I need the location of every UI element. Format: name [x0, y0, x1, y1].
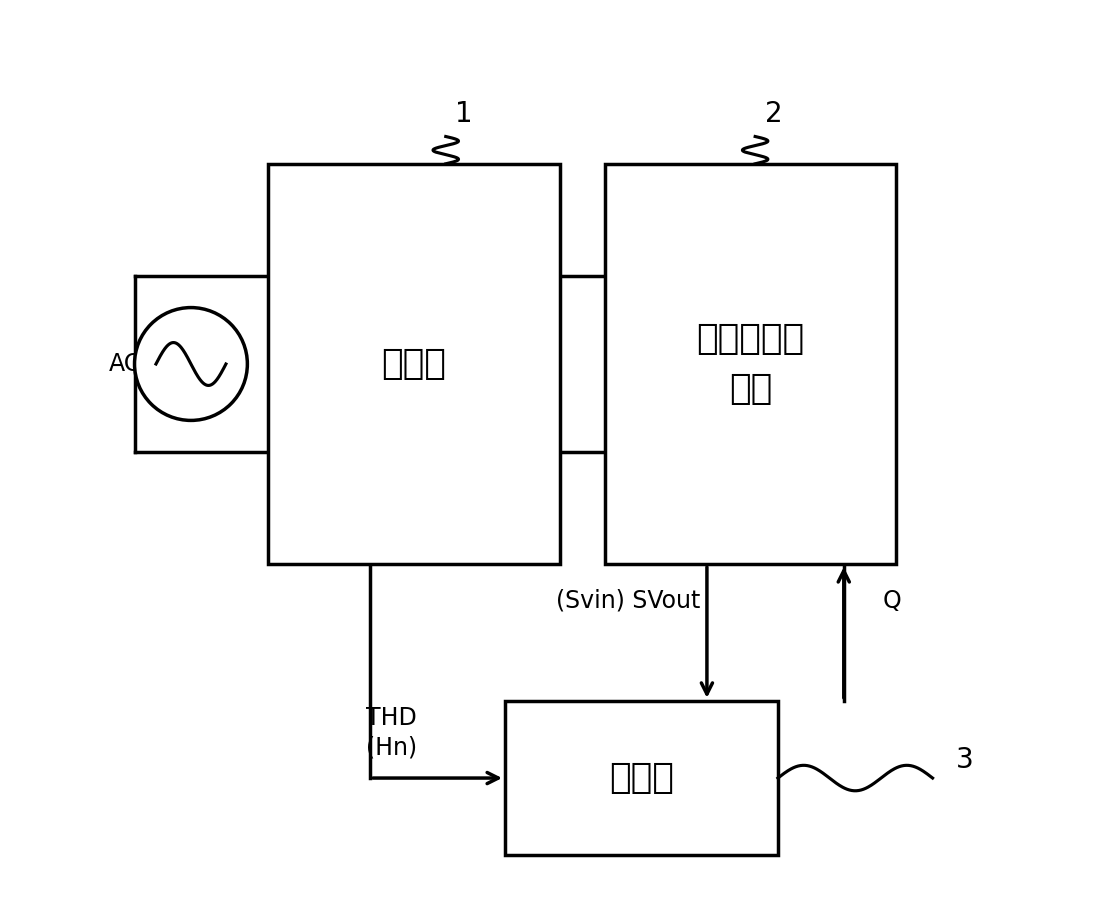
Bar [505, 701, 778, 855]
Text: THD
(Hn): THD (Hn) [366, 705, 416, 760]
Bar [605, 164, 896, 564]
Text: (Svin) SVout: (Svin) SVout [555, 589, 700, 612]
Text: 功率因数校
正器: 功率因数校 正器 [696, 322, 805, 406]
Circle shape [134, 308, 247, 420]
Text: 2: 2 [764, 100, 782, 127]
Text: 3: 3 [956, 746, 974, 774]
Bar [269, 164, 560, 564]
Text: Q: Q [882, 589, 901, 612]
Text: 控制器: 控制器 [609, 761, 674, 795]
Text: 1: 1 [455, 100, 472, 127]
Text: AC: AC [109, 352, 141, 376]
Text: 功率计: 功率计 [382, 347, 446, 381]
